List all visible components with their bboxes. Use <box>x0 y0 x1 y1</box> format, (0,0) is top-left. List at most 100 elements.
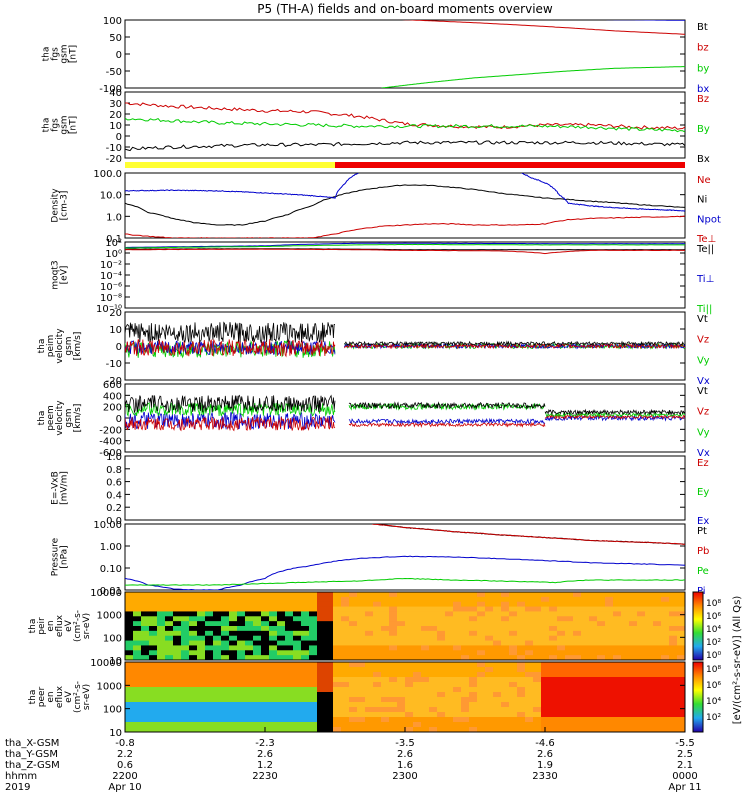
spectrogram-cell <box>677 702 685 708</box>
spectrogram-cell <box>517 630 526 637</box>
spectrogram-cell <box>149 682 158 688</box>
noise-line <box>125 321 685 347</box>
y-tick-label: 0.2 <box>106 503 122 514</box>
spectrogram-cell <box>589 687 598 693</box>
spectrogram-cell <box>237 621 246 627</box>
spectrogram-cell <box>221 682 230 688</box>
spectrogram-cell <box>589 692 598 698</box>
spectrogram-cell <box>205 727 214 732</box>
spectrogram-cell <box>661 687 670 693</box>
spectrogram-cell <box>285 606 294 613</box>
spectrogram-cell <box>325 621 334 627</box>
spectrogram-cell <box>221 687 230 693</box>
spectrogram-cell <box>149 697 158 703</box>
spectrogram-cell <box>149 630 158 637</box>
spectrogram-cell <box>637 687 646 693</box>
spectrogram-cell <box>597 692 606 698</box>
spectrogram-cell <box>605 672 614 678</box>
spectrogram-cell <box>165 687 174 693</box>
spectrogram-cell <box>421 601 430 608</box>
spectrogram-cell <box>213 601 222 608</box>
spectrogram-cell <box>261 687 270 693</box>
spectrogram-cell <box>381 662 390 668</box>
spectrogram-cell <box>317 635 326 642</box>
spectrogram-cell <box>349 630 358 637</box>
spectrogram-cell <box>309 667 318 673</box>
spectrogram-cell <box>309 682 318 688</box>
spectrogram-cell <box>317 611 326 617</box>
spectrogram-cell <box>621 601 630 608</box>
spectrogram-cell <box>309 677 318 683</box>
spectrogram-cell <box>277 640 286 647</box>
spectrogram-cell <box>597 601 606 608</box>
spectrogram-cell <box>317 616 326 622</box>
spectrogram-cell <box>285 645 294 651</box>
spectrogram-cell <box>533 592 542 598</box>
y-tick-label: 100 <box>103 633 122 644</box>
spectrogram-cell <box>645 717 654 723</box>
spectrogram-cell <box>285 677 294 683</box>
y-tick-label: 10 <box>109 121 122 132</box>
spectrogram-cell <box>133 682 142 688</box>
spectrogram-cell <box>501 707 510 713</box>
spectrogram-cell <box>181 667 190 673</box>
spectrogram-cell <box>421 697 430 703</box>
spectrogram-cell <box>461 722 470 728</box>
spectrogram-cell <box>421 662 430 668</box>
spectrogram-cell <box>541 650 550 656</box>
spectrogram-cell <box>661 667 670 673</box>
spectrogram-cell <box>493 611 502 617</box>
spectrogram-cell <box>301 616 310 622</box>
spectrogram-cell <box>389 692 398 698</box>
spectrogram-cell <box>645 662 654 668</box>
spectrogram-cell <box>285 707 294 713</box>
spectrogram-cell <box>269 640 278 647</box>
spectrogram-cell <box>189 687 198 693</box>
spectrogram-cell <box>629 727 638 732</box>
spectrogram-cell <box>173 606 182 613</box>
spectrogram-cell <box>445 717 454 723</box>
spectrogram-cell <box>213 596 222 603</box>
spectrogram-cell <box>581 655 590 660</box>
spectrogram-cell <box>509 611 518 617</box>
spectrogram-cell <box>293 667 302 673</box>
spectrogram-cell <box>253 630 262 637</box>
x-tick-label: 2.1 <box>677 760 693 771</box>
spectrogram-cell <box>317 727 326 732</box>
spectrogram-cell <box>469 621 478 627</box>
spectrogram-cell <box>261 707 270 713</box>
spectrogram-cell <box>637 592 646 598</box>
spectrogram-cell <box>621 667 630 673</box>
spectrogram-cell <box>317 655 326 660</box>
spectrogram-cell <box>373 677 382 683</box>
spectrogram-cell <box>645 635 654 642</box>
spectrogram-cell <box>549 655 558 660</box>
spectrogram-cell <box>309 727 318 732</box>
legend-bx: bx <box>697 84 709 95</box>
spectrogram-cell <box>349 662 358 668</box>
spectrogram-cell <box>229 645 238 651</box>
spectrogram-cell <box>245 640 254 647</box>
spectrogram-cell <box>637 630 646 637</box>
spectrogram-cell <box>149 645 158 651</box>
spectrogram-cell <box>637 712 646 718</box>
spectrogram-cell <box>509 682 518 688</box>
spectrogram-cell <box>253 611 262 617</box>
spectrogram-cell <box>533 655 542 660</box>
spectrogram-cell <box>637 635 646 642</box>
spectrogram-cell <box>333 712 342 718</box>
spectrogram-cell <box>381 687 390 693</box>
spectrogram-cell <box>597 662 606 668</box>
spectrogram-cell <box>637 626 646 632</box>
spectrogram-cell <box>349 640 358 647</box>
spectrogram-cell <box>477 606 486 613</box>
spectrogram-cell <box>581 626 590 632</box>
spectrogram-cell <box>229 630 238 637</box>
spectrogram-cell <box>549 616 558 622</box>
spectrogram-cell <box>269 616 278 622</box>
spectrogram-cell <box>349 692 358 698</box>
spectrogram-cell <box>381 592 390 598</box>
spectrogram-cell <box>469 697 478 703</box>
spectrogram-cell <box>381 727 390 732</box>
spectrogram-cell <box>605 626 614 632</box>
